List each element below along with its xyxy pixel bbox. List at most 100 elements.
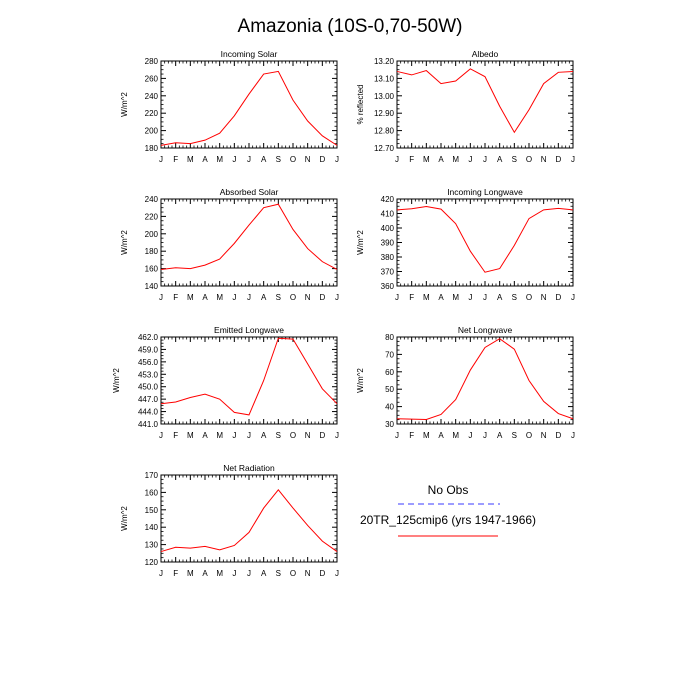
x-tick-label: J bbox=[483, 293, 487, 302]
y-tick-label: 410 bbox=[381, 210, 395, 219]
x-tick-label: O bbox=[526, 431, 532, 440]
y-tick-label: 140 bbox=[145, 523, 159, 532]
y-tick-label: 260 bbox=[145, 74, 159, 83]
x-tick-label: J bbox=[395, 431, 399, 440]
x-tick-label: J bbox=[335, 431, 339, 440]
x-tick-label: J bbox=[395, 293, 399, 302]
x-tick-label: M bbox=[187, 293, 194, 302]
x-tick-label: N bbox=[305, 293, 311, 302]
y-tick-label: 420 bbox=[381, 195, 395, 204]
y-tick-label: 450.0 bbox=[138, 383, 159, 392]
x-tick-label: A bbox=[202, 293, 208, 302]
x-tick-label: A bbox=[261, 293, 267, 302]
x-tick-label: D bbox=[319, 155, 325, 164]
y-tick-label: 447.0 bbox=[138, 395, 159, 404]
y-tick-label: 13.00 bbox=[374, 92, 395, 101]
x-tick-label: J bbox=[395, 155, 399, 164]
y-tick-label: 459.0 bbox=[138, 345, 159, 354]
panel-title: Net Radiation bbox=[223, 463, 275, 473]
x-tick-label: J bbox=[483, 155, 487, 164]
y-tick-label: 444.0 bbox=[138, 408, 159, 417]
y-axis-label: W/m^2 bbox=[356, 230, 365, 255]
x-tick-label: J bbox=[232, 569, 236, 578]
x-tick-label: D bbox=[319, 293, 325, 302]
y-tick-label: 120 bbox=[145, 558, 159, 567]
x-tick-label: N bbox=[541, 431, 547, 440]
x-tick-label: A bbox=[261, 569, 267, 578]
x-tick-label: D bbox=[555, 155, 561, 164]
y-tick-label: 70 bbox=[385, 350, 394, 359]
x-tick-label: J bbox=[159, 569, 163, 578]
y-tick-label: 360 bbox=[381, 282, 395, 291]
x-tick-label: M bbox=[187, 155, 194, 164]
y-tick-label: 130 bbox=[145, 541, 159, 550]
y-tick-label: 220 bbox=[145, 212, 159, 221]
x-tick-label: J bbox=[335, 155, 339, 164]
x-tick-label: J bbox=[571, 155, 575, 164]
legend-label-obs: No Obs bbox=[428, 483, 469, 497]
series-line bbox=[160, 70, 338, 146]
x-tick-label: M bbox=[216, 293, 223, 302]
y-tick-label: 200 bbox=[145, 127, 159, 136]
y-axis-label: W/m^2 bbox=[356, 368, 365, 393]
y-tick-label: 12.80 bbox=[374, 127, 395, 136]
x-tick-label: A bbox=[497, 431, 503, 440]
x-tick-label: A bbox=[202, 431, 208, 440]
x-tick-label: J bbox=[468, 155, 472, 164]
x-tick-label: N bbox=[305, 569, 311, 578]
panel-title: Net Longwave bbox=[458, 325, 513, 335]
x-tick-label: M bbox=[187, 431, 194, 440]
x-tick-label: N bbox=[541, 293, 547, 302]
y-tick-label: 462.0 bbox=[138, 333, 159, 342]
x-tick-label: J bbox=[571, 293, 575, 302]
series-line bbox=[396, 338, 574, 420]
x-tick-label: J bbox=[232, 155, 236, 164]
x-tick-label: S bbox=[276, 155, 281, 164]
x-tick-label: D bbox=[555, 431, 561, 440]
x-tick-label: F bbox=[173, 569, 178, 578]
x-tick-label: O bbox=[290, 155, 296, 164]
x-tick-label: J bbox=[468, 293, 472, 302]
y-tick-label: 170 bbox=[145, 471, 159, 480]
legend-label-model: 20TR_125cmip6 (yrs 1947-1966) bbox=[360, 513, 536, 527]
x-tick-label: S bbox=[276, 293, 281, 302]
x-tick-label: N bbox=[305, 431, 311, 440]
panel-title: Incoming Longwave bbox=[447, 187, 523, 197]
y-tick-label: 140 bbox=[145, 282, 159, 291]
y-tick-label: 220 bbox=[145, 109, 159, 118]
y-tick-label: 240 bbox=[145, 195, 159, 204]
y-tick-label: 13.20 bbox=[374, 57, 395, 66]
x-tick-label: J bbox=[159, 431, 163, 440]
y-tick-label: 12.90 bbox=[374, 109, 395, 118]
x-tick-label: J bbox=[571, 431, 575, 440]
x-tick-label: A bbox=[202, 155, 208, 164]
x-tick-label: J bbox=[232, 431, 236, 440]
y-tick-label: 40 bbox=[385, 403, 394, 412]
series-line bbox=[396, 206, 574, 273]
x-tick-label: S bbox=[512, 431, 517, 440]
x-tick-label: A bbox=[438, 431, 444, 440]
x-tick-label: A bbox=[202, 569, 208, 578]
x-tick-label: O bbox=[290, 293, 296, 302]
x-tick-label: D bbox=[319, 569, 325, 578]
x-tick-label: J bbox=[247, 155, 251, 164]
x-tick-label: J bbox=[468, 431, 472, 440]
x-tick-label: F bbox=[409, 155, 414, 164]
x-tick-label: J bbox=[335, 569, 339, 578]
x-tick-label: A bbox=[438, 155, 444, 164]
x-tick-label: J bbox=[247, 569, 251, 578]
y-axis-label: W/m^2 bbox=[120, 230, 129, 255]
x-tick-label: A bbox=[497, 155, 503, 164]
y-tick-label: 80 bbox=[385, 333, 394, 342]
x-tick-label: J bbox=[159, 293, 163, 302]
panel-title: Emitted Longwave bbox=[214, 325, 284, 335]
x-tick-label: O bbox=[290, 431, 296, 440]
x-tick-label: N bbox=[305, 155, 311, 164]
x-tick-label: M bbox=[216, 569, 223, 578]
